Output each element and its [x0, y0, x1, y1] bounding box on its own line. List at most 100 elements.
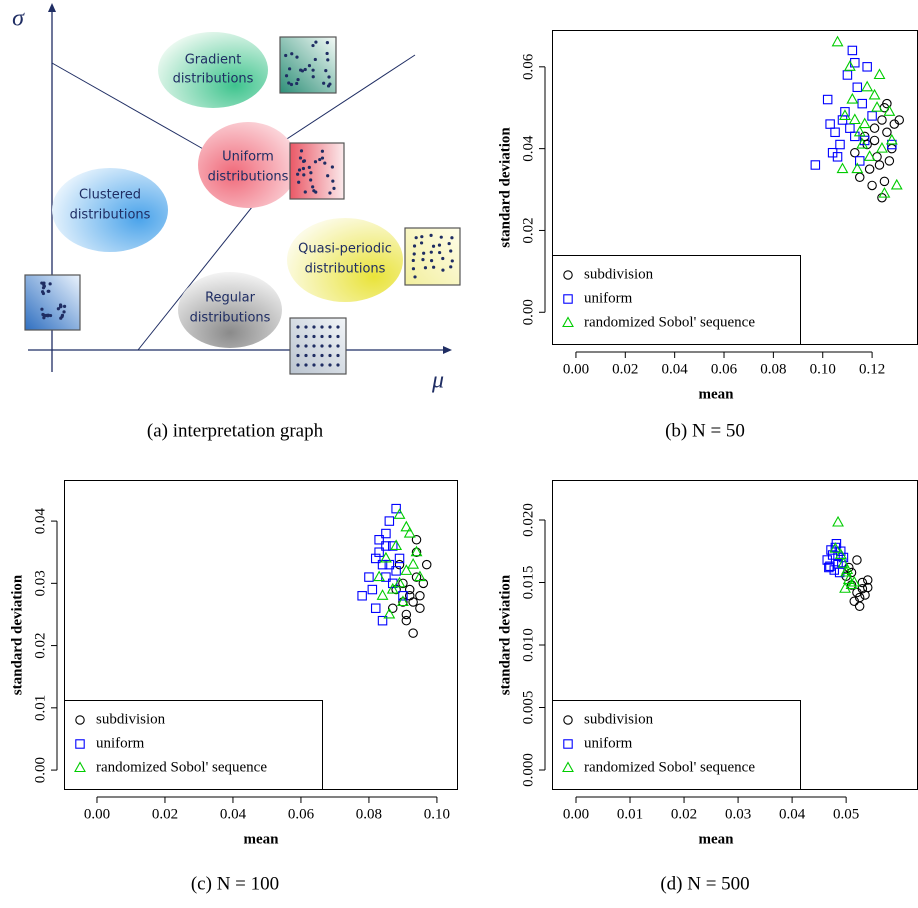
point	[418, 578, 429, 589]
thumb-dot	[303, 190, 307, 194]
y-tick-label: 0.03	[32, 570, 48, 596]
thumb-dot	[295, 81, 299, 86]
point	[408, 628, 418, 638]
thumb-dot	[301, 166, 306, 171]
thumb-dot	[304, 344, 308, 348]
thumb-dot	[414, 236, 418, 240]
point	[852, 555, 862, 565]
y-tick-label: 0.02	[520, 217, 536, 243]
boundary-line	[269, 54, 416, 151]
point	[858, 117, 871, 129]
legend: subdivision uniform randomized Sobol' sequ…	[552, 255, 801, 345]
thumb-dot	[328, 344, 332, 348]
thumb-dot	[423, 266, 428, 270]
point	[869, 123, 880, 133]
thumb-dot	[450, 259, 454, 263]
point	[867, 180, 877, 191]
thumb-dot	[324, 69, 328, 73]
legend-label: randomized Sobol' sequence	[584, 759, 755, 775]
y-tick-label: 0.00	[520, 299, 536, 325]
point	[840, 107, 850, 117]
point	[384, 516, 395, 526]
y-tick-label: 0.04	[32, 507, 48, 534]
point	[854, 601, 865, 611]
thumb-dot	[309, 171, 313, 175]
thumb-dot	[41, 312, 45, 317]
point	[831, 538, 842, 549]
x-tick-label: 0.10	[424, 806, 450, 822]
point	[824, 562, 834, 573]
point	[874, 160, 885, 170]
point	[373, 570, 386, 582]
thumb-dot	[307, 165, 311, 169]
thumb-dot	[327, 75, 331, 79]
thumb-dot	[431, 244, 436, 248]
point	[846, 567, 857, 578]
thumb-dot	[332, 186, 336, 191]
legend-box	[552, 255, 801, 345]
thumb-dot	[429, 250, 433, 254]
point	[846, 92, 859, 104]
thumb-dot	[323, 161, 327, 165]
node-label: distributions	[305, 262, 386, 277]
point	[377, 559, 388, 570]
thumb-dot	[331, 179, 335, 183]
thumb-dot	[298, 156, 303, 160]
legend-label: uniform	[584, 290, 633, 306]
y-axis-title: standard deviation	[497, 127, 513, 248]
thumb-dot	[43, 313, 47, 318]
y-axis-title: standard deviation	[497, 574, 513, 695]
thumb-dot	[429, 259, 434, 263]
caption: (c) N = 100	[191, 873, 279, 894]
thumb-dot	[312, 344, 316, 348]
point	[836, 162, 849, 174]
legend: subdivision uniform randomized Sobol' sequ…	[64, 700, 323, 790]
x-tick-label: 0.10	[810, 361, 836, 377]
thumb-dot	[58, 303, 63, 307]
point	[826, 545, 836, 555]
point	[853, 125, 866, 137]
legend-label: subdivision	[584, 711, 654, 727]
thumb-dot	[302, 173, 306, 177]
point	[415, 591, 425, 601]
point	[374, 535, 384, 545]
y-tick-label: 0.01	[32, 695, 48, 721]
thumb-dot	[336, 344, 340, 348]
legend: subdivision uniform randomized Sobol' sequ…	[552, 700, 801, 790]
point	[884, 156, 895, 166]
y-tick-label: 0.02	[32, 632, 48, 658]
point	[407, 558, 420, 569]
legend-label: uniform	[584, 735, 633, 751]
point	[885, 133, 898, 145]
thumb-dot	[299, 149, 304, 153]
y-tick-label: 0.020	[520, 503, 536, 537]
point	[396, 595, 409, 607]
thumb-dot	[311, 185, 315, 189]
point	[400, 564, 413, 575]
thumb-dot	[411, 258, 415, 263]
point	[411, 572, 422, 582]
thumb-dot	[449, 265, 453, 269]
thumb-dot	[47, 289, 51, 293]
node-label: distributions	[173, 72, 254, 87]
point	[391, 566, 401, 576]
point	[74, 761, 86, 773]
thumb-dot	[328, 353, 332, 358]
thumb-dot	[336, 325, 340, 329]
point	[411, 547, 422, 557]
thumbnail	[24, 274, 81, 331]
thumb-dot	[420, 235, 424, 239]
thumb-dot	[320, 334, 324, 339]
thumb-dot	[304, 363, 308, 367]
point	[832, 152, 843, 162]
point	[843, 60, 856, 71]
node-label: Regular	[205, 291, 256, 306]
thumb-dot	[296, 353, 300, 358]
point	[387, 541, 398, 551]
thumb-dot	[412, 244, 417, 248]
thumb-dot	[304, 353, 308, 358]
thumb-dot	[320, 156, 325, 160]
point	[367, 584, 378, 595]
point	[401, 609, 412, 620]
